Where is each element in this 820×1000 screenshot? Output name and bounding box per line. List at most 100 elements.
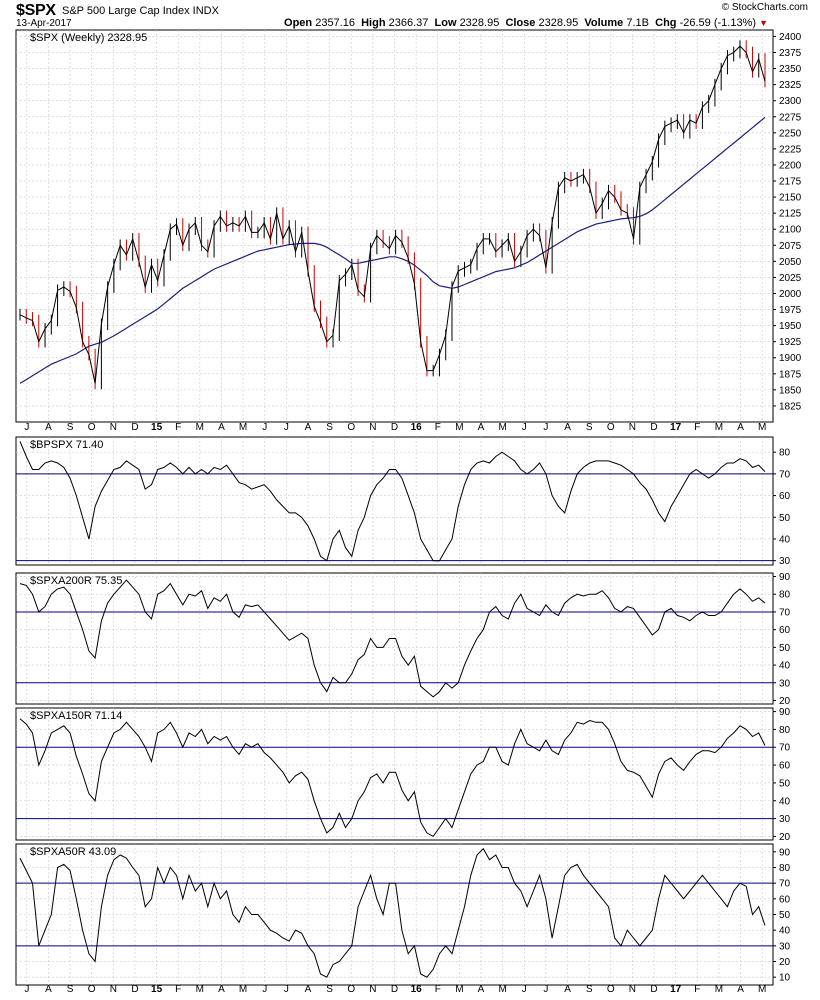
- x-axis-label: D: [131, 422, 138, 433]
- moving-average-line: [19, 116, 766, 384]
- y-tick-label: 30: [779, 814, 791, 825]
- x-axis-label: J: [262, 984, 267, 995]
- x-axis-label: F: [175, 984, 181, 995]
- y-tick-label: 2275: [779, 112, 802, 123]
- x-axis-label: 17: [670, 984, 682, 995]
- bpspx-line: [19, 441, 766, 562]
- change-value: -26.59 (-1.13%): [679, 17, 757, 29]
- x-axis-label: D: [650, 422, 657, 433]
- y-tick-label: 10: [779, 973, 791, 984]
- x-axis-label: F: [435, 984, 441, 995]
- y-tick-label: 2375: [779, 48, 802, 59]
- x-axis-label: 16: [411, 422, 423, 433]
- high-value: 2366.37: [388, 17, 429, 29]
- y-tick-label: 50: [779, 910, 791, 921]
- y-tick-label: 2075: [779, 241, 802, 252]
- x-axis-label: A: [564, 984, 571, 995]
- x-axis-label: O: [607, 984, 615, 995]
- open-value: 2357.16: [315, 17, 355, 29]
- spxa200r-legend: $SPXA200R 75.35: [30, 575, 122, 587]
- y-tick-label: 30: [779, 941, 791, 952]
- spxa200r-line: [19, 579, 766, 698]
- x-axis-label: N: [629, 984, 636, 995]
- y-tick-label: 80: [779, 725, 791, 736]
- y-tick-label: 1850: [779, 385, 802, 396]
- y-tick-label: 50: [779, 643, 791, 654]
- x-axis-label: M: [196, 422, 204, 433]
- y-tick-label: 2300: [779, 96, 802, 107]
- x-axis-label: 15: [151, 984, 163, 995]
- close-label: Close: [505, 17, 536, 29]
- y-tick-label: 60: [779, 491, 791, 502]
- x-axis-label: J: [284, 984, 289, 995]
- price-legend: $SPX (Weekly) 2328.95: [30, 32, 147, 44]
- x-axis-label: S: [326, 984, 333, 995]
- y-tick-label: 30: [779, 556, 791, 567]
- y-tick-label: 70: [779, 469, 791, 480]
- y-tick-label: 2125: [779, 209, 802, 220]
- x-axis-label: A: [218, 984, 225, 995]
- x-axis-label: J: [24, 984, 29, 995]
- x-axis-label: J: [262, 422, 267, 433]
- y-tick-label: 60: [779, 761, 791, 772]
- y-tick-label: 40: [779, 661, 791, 672]
- spxa50r-line: [19, 847, 766, 978]
- y-tick-label: 2350: [779, 64, 802, 75]
- y-tick-label: 2025: [779, 273, 802, 284]
- x-axis-label: A: [305, 984, 312, 995]
- y-tick-label: 90: [779, 847, 791, 858]
- y-tick-label: 2150: [779, 193, 802, 204]
- y-tick-label: 80: [779, 590, 791, 601]
- x-axis-label: D: [391, 422, 398, 433]
- volume-label: Volume: [584, 17, 624, 29]
- y-tick-label: 90: [779, 572, 791, 583]
- y-tick-label: 30: [779, 678, 791, 689]
- x-axis-label: A: [218, 422, 225, 433]
- y-tick-label: 80: [779, 863, 791, 874]
- high-label: High: [361, 17, 386, 29]
- y-tick-label: 40: [779, 534, 791, 545]
- x-axis-label: S: [586, 984, 593, 995]
- y-tick-label: 2325: [779, 80, 802, 91]
- x-axis-label: A: [45, 984, 52, 995]
- y-tick-label: 70: [779, 879, 791, 890]
- y-tick-label: 60: [779, 894, 791, 905]
- y-tick-label: 40: [779, 926, 791, 937]
- x-axis-label: O: [88, 422, 96, 433]
- close-value: 2328.95: [538, 17, 579, 29]
- x-axis-label: O: [347, 984, 355, 995]
- x-axis-label: F: [694, 422, 700, 433]
- y-tick-label: 2250: [779, 128, 802, 139]
- x-axis-label: D: [391, 984, 398, 995]
- low-label: Low: [434, 17, 457, 29]
- y-tick-label: 70: [779, 743, 791, 754]
- spxa50r-legend: $SPXA50R 43.09: [30, 846, 116, 858]
- quote-summary: Open 2357.16 High 2366.37 Low 2328.95 Cl…: [284, 17, 768, 29]
- y-tick-label: 70: [779, 607, 791, 618]
- volume-value: 7.1B: [626, 17, 649, 29]
- y-tick-label: 2200: [779, 160, 802, 171]
- x-axis-label: J: [24, 422, 29, 433]
- x-axis-label: O: [607, 422, 615, 433]
- x-axis-label: O: [347, 422, 355, 433]
- x-axis-label: M: [498, 984, 506, 995]
- x-axis-label: A: [737, 422, 744, 433]
- change-down-arrow-icon: ▼: [759, 18, 768, 28]
- x-axis-label: M: [758, 984, 766, 995]
- y-tick-label: 20: [779, 957, 791, 968]
- x-axis-label: S: [67, 422, 74, 433]
- y-tick-label: 80: [779, 448, 791, 459]
- y-tick-label: 1825: [779, 401, 802, 412]
- x-axis-label: M: [498, 422, 506, 433]
- low-value: 2328.95: [459, 17, 500, 29]
- spxa150r-legend: $SPXA150R 71.14: [30, 710, 122, 722]
- x-axis-label: M: [715, 984, 723, 995]
- y-tick-label: 2100: [779, 225, 802, 236]
- y-tick-label: 1950: [779, 321, 802, 332]
- x-axis-label: J: [522, 984, 527, 995]
- x-axis-label: F: [694, 984, 700, 995]
- x-axis-label: 16: [411, 984, 423, 995]
- x-axis-label: N: [629, 422, 636, 433]
- y-tick-label: 2175: [779, 177, 802, 188]
